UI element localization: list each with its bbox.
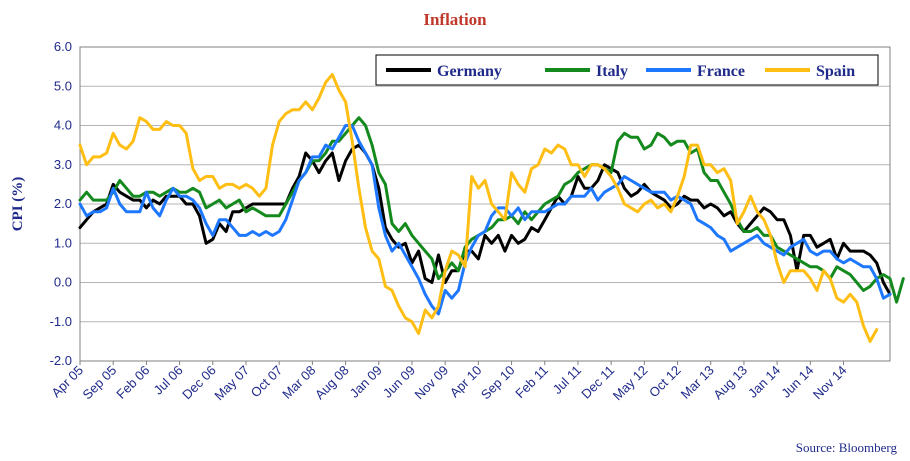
x-tick-label: Feb 06: [113, 363, 152, 402]
legend-box: [375, 54, 879, 86]
x-tick-label: Nov 14: [810, 363, 850, 403]
y-tick-label: 6.0: [54, 39, 72, 54]
gridlines: [80, 46, 890, 362]
series-line-germany: [78, 143, 892, 296]
legend-entries: Germany Italy France Spain: [386, 63, 855, 80]
x-tick-label: Apr 10: [447, 363, 485, 401]
y-tick-label: -1.0: [50, 314, 72, 329]
y-tick-label: 4.0: [54, 118, 72, 133]
y-tick-label: -2.0: [50, 353, 72, 368]
x-tick-label: Mar 08: [279, 363, 318, 402]
x-tick-label: Oct 12: [646, 363, 684, 401]
source-note: Source: Bloomberg: [796, 440, 898, 455]
legend-label-germany: Germany: [437, 63, 502, 80]
series-line-france: [78, 124, 892, 316]
x-tick-label: Jun 14: [778, 363, 816, 401]
x-tick-label: Jun 09: [380, 363, 418, 401]
x-tick-label: Sep 05: [80, 363, 120, 403]
x-tick-label: Jan 09: [347, 363, 385, 401]
series-line-italy: [78, 116, 905, 304]
x-tick-label: Apr 05: [48, 363, 86, 401]
x-tick-label: Dec 06: [179, 363, 219, 403]
y-tick-label: 5.0: [54, 78, 72, 93]
y-axis-ticks: 6.0 5.0 4.0 3.0 2.0 1.0 0.0 -1.0 -2.0: [50, 39, 72, 368]
x-tick-label: Aug 08: [312, 363, 352, 403]
x-tick-label: May 12: [610, 363, 651, 404]
x-tick-label: May 07: [211, 363, 252, 404]
legend: Germany Italy France Spain: [375, 54, 879, 86]
legend-label-italy: Italy: [596, 63, 628, 80]
y-tick-label: 0.0: [54, 275, 72, 290]
x-tick-label: Mar 13: [678, 363, 717, 402]
x-tick-label: Sep 10: [478, 363, 518, 403]
legend-label-spain: Spain: [816, 63, 855, 80]
series-line-spain: [78, 73, 879, 343]
x-tick-label: Jan 14: [745, 363, 783, 401]
x-tick-label: Oct 07: [248, 363, 286, 401]
chart-title: Inflation: [423, 10, 487, 29]
y-axis-label: CPI (%): [10, 177, 26, 232]
y-tick-label: 2.0: [54, 196, 72, 211]
x-tick-label: Feb 11: [512, 363, 551, 402]
y-tick-label: 3.0: [54, 157, 72, 172]
x-tick-label: Aug 13: [710, 363, 750, 403]
y-tick-label: 1.0: [54, 235, 72, 250]
legend-label-france: France: [697, 63, 745, 80]
series-lines: [78, 73, 905, 343]
x-tick-label: Nov 09: [412, 363, 452, 403]
